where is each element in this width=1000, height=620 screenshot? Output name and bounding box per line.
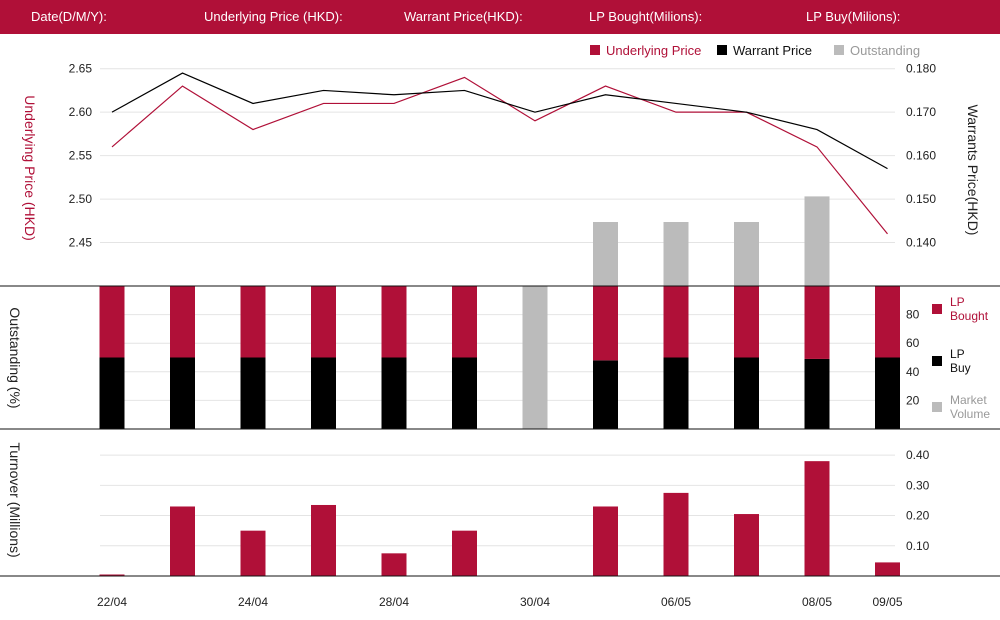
right-tick-label: 0.160 bbox=[906, 149, 936, 163]
mid-legend-swatch bbox=[932, 356, 942, 366]
header-date-label: Date(D/M/Y): bbox=[31, 9, 107, 24]
bottom-tick-label: 0.30 bbox=[906, 478, 930, 492]
turnover-bar bbox=[99, 574, 125, 576]
mid-legend-label: Market bbox=[950, 393, 987, 407]
turnover-bar bbox=[875, 562, 900, 576]
right-tick-label: 0.140 bbox=[906, 236, 936, 250]
turnover-bar bbox=[452, 530, 477, 576]
left-axis-title: Underlying Price (HKD) bbox=[22, 95, 38, 240]
lp-bought-bar bbox=[663, 286, 689, 358]
legend-label: Underlying Price bbox=[606, 43, 701, 58]
right-axis-title: Warrants Price(HKD) bbox=[965, 105, 981, 236]
mid-legend-label: LP bbox=[950, 295, 965, 309]
mid-tick-label: 40 bbox=[906, 365, 920, 379]
mid-legend-label: Volume bbox=[950, 407, 990, 421]
lp-bought-bar bbox=[452, 286, 477, 358]
lp-buy-bar bbox=[804, 358, 830, 429]
mid-legend-label: Buy bbox=[950, 361, 971, 375]
lp-bought-bar bbox=[875, 286, 900, 358]
left-tick-label: 2.50 bbox=[69, 192, 93, 206]
outstanding-bar bbox=[734, 222, 759, 286]
turnover-bar bbox=[381, 553, 407, 576]
header-underlying-label: Underlying Price (HKD): bbox=[204, 9, 343, 24]
bottom-tick-label: 0.20 bbox=[906, 509, 930, 523]
underlying-price-line bbox=[111, 76, 888, 235]
lp-buy-bar bbox=[593, 360, 618, 429]
lp-buy-bar bbox=[452, 357, 477, 429]
lp-bought-bar bbox=[311, 286, 336, 358]
legend-swatch bbox=[834, 45, 844, 55]
turnover-bar bbox=[170, 506, 195, 576]
lp-buy-bar bbox=[875, 357, 900, 429]
mid-legend-label: Bought bbox=[950, 309, 989, 323]
lp-buy-bar bbox=[170, 357, 195, 429]
lp-bought-bar bbox=[381, 286, 407, 358]
lp-bought-bar bbox=[593, 286, 618, 361]
x-tick-label: 30/04 bbox=[520, 595, 550, 609]
mid-tick-label: 20 bbox=[906, 393, 920, 407]
x-tick-label: 09/05 bbox=[872, 595, 902, 609]
turnover-bar bbox=[734, 514, 759, 576]
legend-label: Warrant Price bbox=[733, 43, 812, 58]
left-tick-label: 2.60 bbox=[69, 105, 93, 119]
lp-buy-bar bbox=[240, 357, 266, 429]
right-tick-label: 0.170 bbox=[906, 105, 936, 119]
header-warrant-label: Warrant Price(HKD): bbox=[404, 9, 523, 24]
right-tick-label: 0.180 bbox=[906, 62, 936, 76]
mid-tick-label: 60 bbox=[906, 336, 920, 350]
lp-buy-bar bbox=[663, 357, 689, 429]
lp-bought-bar bbox=[99, 286, 125, 358]
mid-legend-swatch bbox=[932, 402, 942, 412]
lp-bought-bar bbox=[804, 286, 830, 359]
mid-axis-title: Outstanding (%) bbox=[7, 307, 23, 408]
bottom-axis-title: Turnover (Millions) bbox=[7, 442, 23, 557]
turnover-bar bbox=[311, 504, 336, 576]
right-tick-label: 0.150 bbox=[906, 192, 936, 206]
turnover-bar bbox=[593, 506, 618, 576]
x-tick-label: 28/04 bbox=[379, 595, 409, 609]
lp-bought-bar bbox=[170, 286, 195, 358]
x-tick-label: 22/04 bbox=[97, 595, 127, 609]
turnover-bar bbox=[804, 461, 830, 576]
outstanding-bar bbox=[804, 196, 830, 286]
lp-buy-bar bbox=[734, 357, 759, 429]
header-bar: Date(D/M/Y): Underlying Price (HKD): War… bbox=[0, 0, 1000, 34]
x-tick-label: 24/04 bbox=[238, 595, 268, 609]
legend-swatch bbox=[717, 45, 727, 55]
bottom-tick-label: 0.40 bbox=[906, 448, 930, 462]
left-tick-label: 2.65 bbox=[69, 62, 93, 76]
lp-buy-bar bbox=[311, 357, 336, 429]
lp-buy-bar bbox=[99, 357, 125, 429]
legend-label: Outstanding bbox=[850, 43, 920, 58]
warrant-price-line bbox=[111, 72, 888, 170]
left-tick-label: 2.45 bbox=[69, 236, 93, 250]
outstanding-bar bbox=[593, 222, 618, 286]
mid-legend-swatch bbox=[932, 304, 942, 314]
header-lp-bought-label: LP Bought(Milions): bbox=[589, 9, 703, 24]
turnover-bar bbox=[240, 530, 266, 576]
x-tick-label: 08/05 bbox=[802, 595, 832, 609]
x-tick-label: 06/05 bbox=[661, 595, 691, 609]
turnover-bar bbox=[663, 492, 689, 576]
lp-bought-bar bbox=[240, 286, 266, 358]
mid-legend-label: LP bbox=[950, 347, 965, 361]
legend-swatch bbox=[590, 45, 600, 55]
bottom-tick-label: 0.10 bbox=[906, 539, 930, 553]
header-lp-buy-label: LP Buy(Milions): bbox=[806, 9, 901, 24]
outstanding-bar bbox=[663, 222, 689, 286]
left-tick-label: 2.55 bbox=[69, 149, 93, 163]
lp-bought-bar bbox=[734, 286, 759, 358]
mid-tick-label: 80 bbox=[906, 308, 920, 322]
lp-buy-bar bbox=[381, 357, 407, 429]
market-volume-bar bbox=[522, 286, 548, 429]
